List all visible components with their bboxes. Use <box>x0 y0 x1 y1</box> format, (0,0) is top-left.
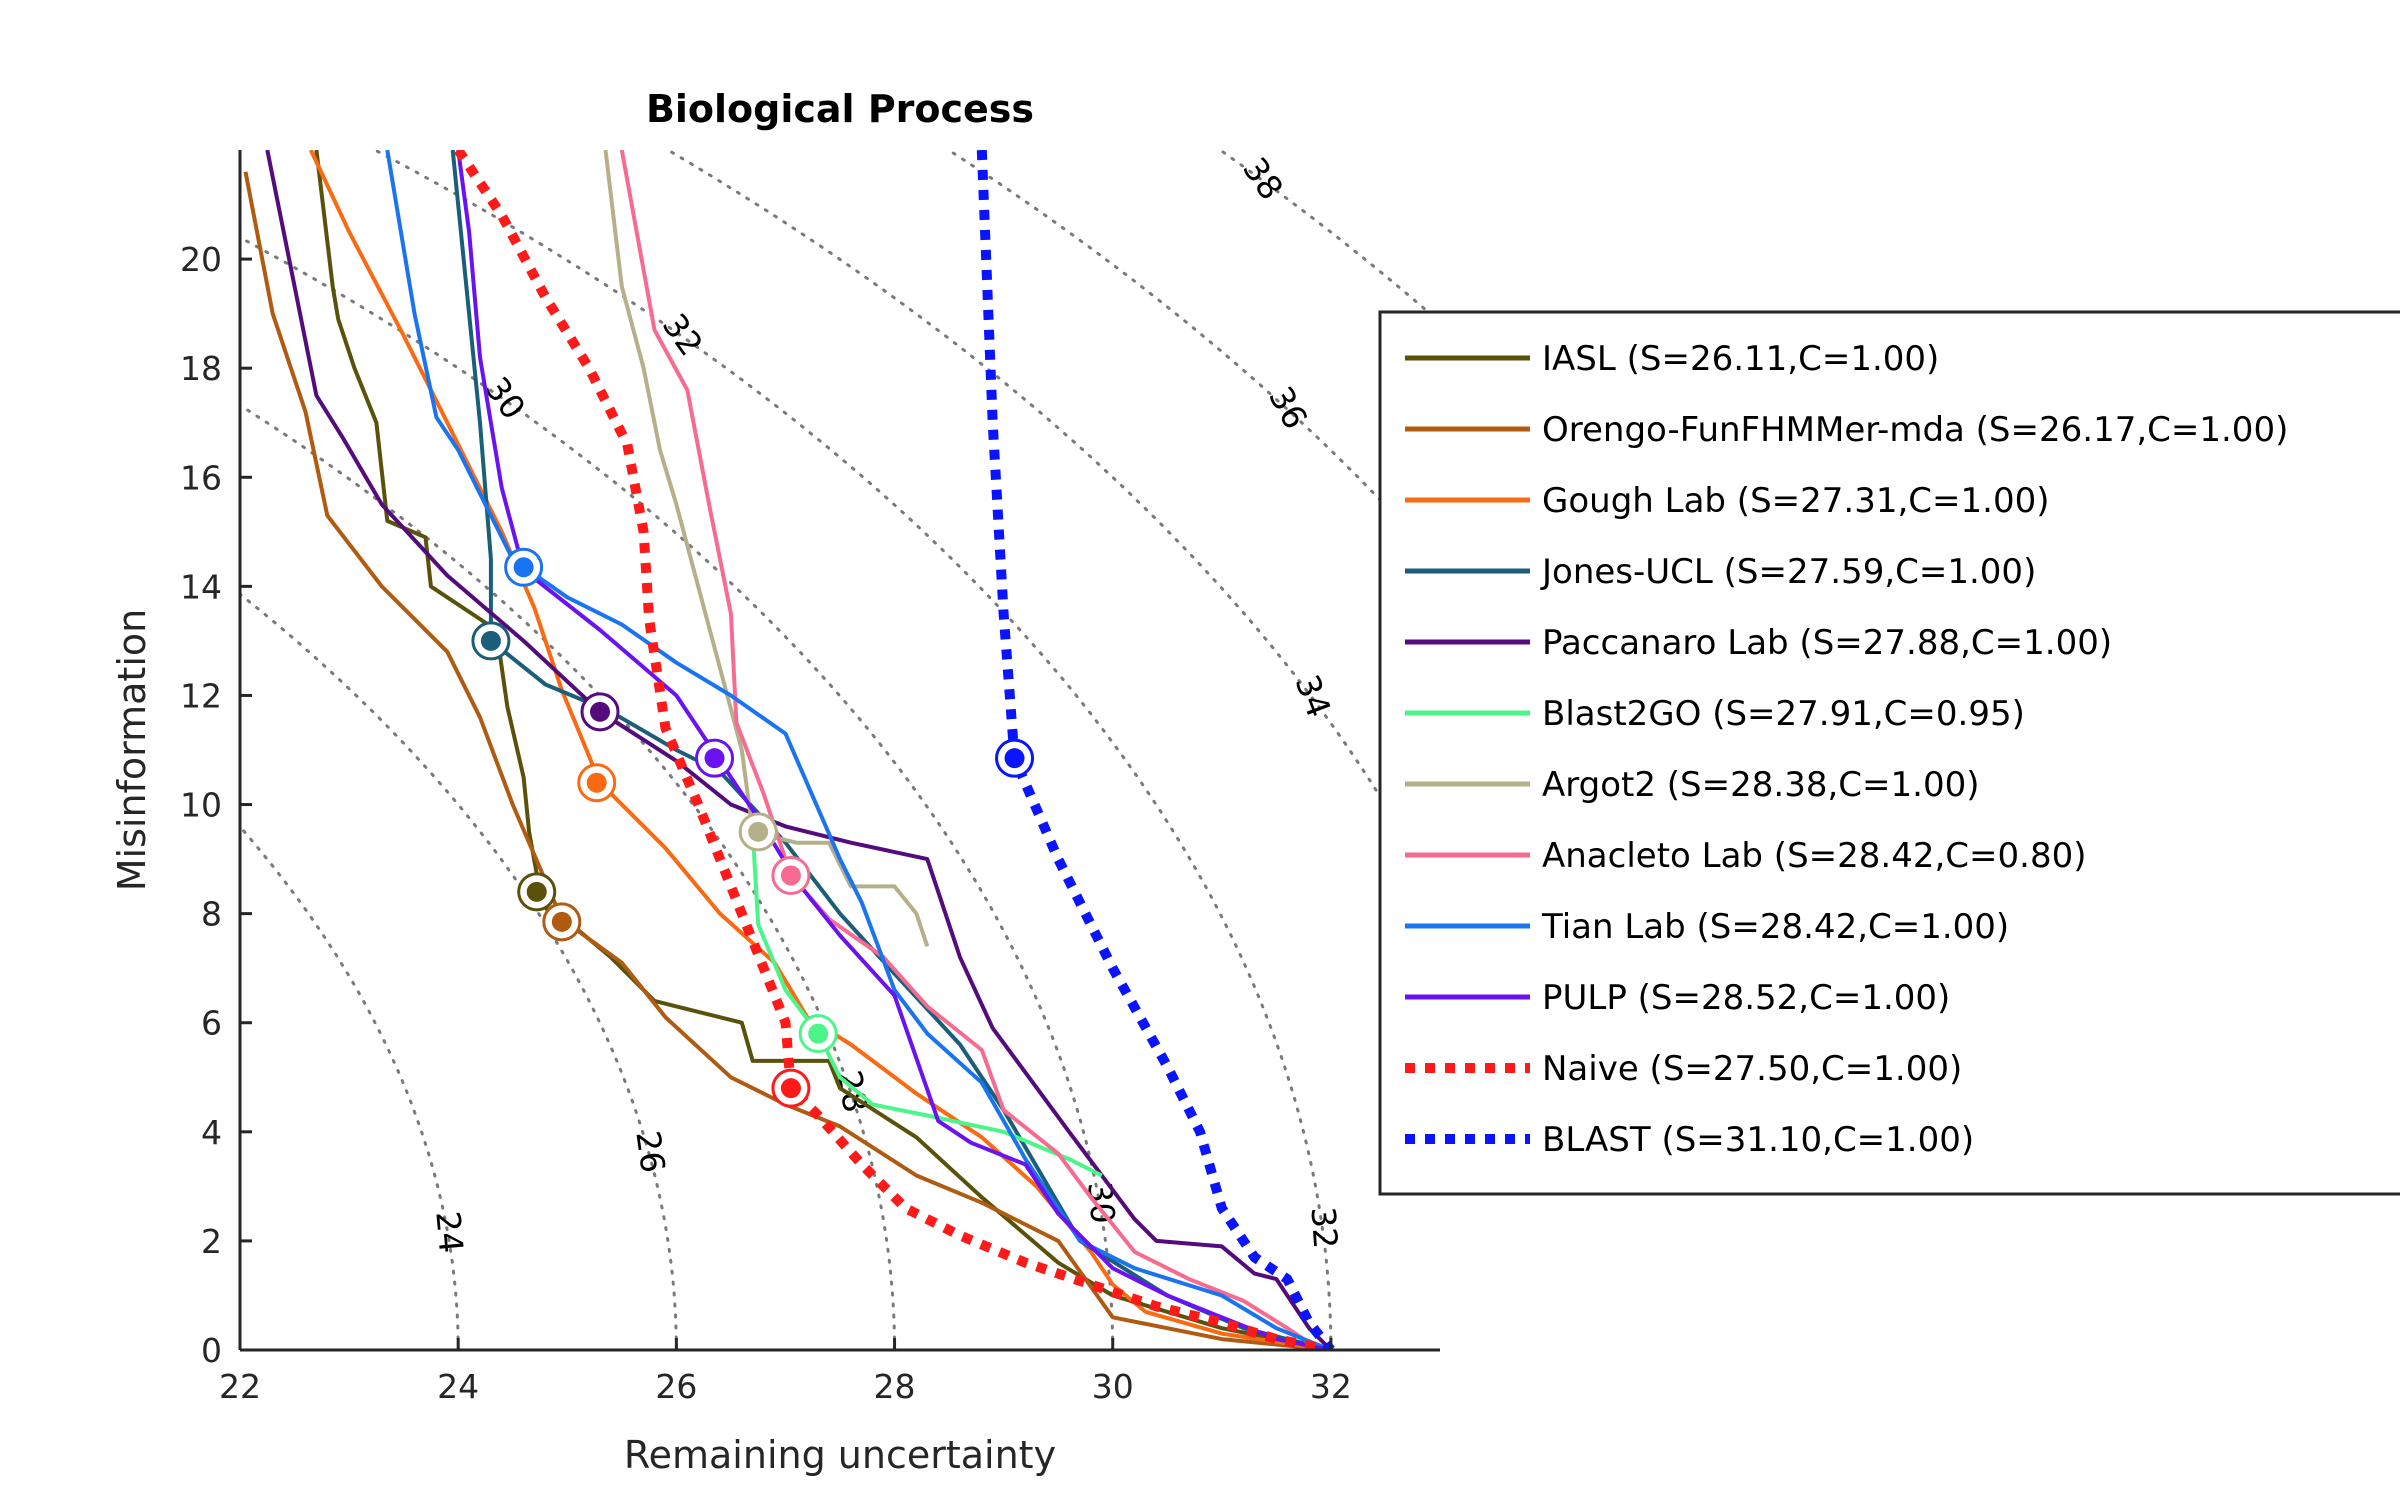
series-line-4 <box>265 150 1333 1350</box>
contour-label-32-upper: 32 <box>655 306 711 363</box>
y-tick-label-16: 16 <box>180 458 222 497</box>
series-marker-8 <box>513 557 534 578</box>
series-line-8 <box>385 150 1332 1350</box>
series-line-6 <box>603 150 930 948</box>
legend: IASL (S=26.11,C=1.00) Orengo-FunFHMMer-md… <box>1378 310 2400 1196</box>
series-marker-3 <box>480 630 501 651</box>
legend-box <box>1378 310 2400 1196</box>
series-marker-11 <box>1004 748 1025 769</box>
y-axis-label: Misinformation <box>110 609 154 891</box>
y-tick-label-18: 18 <box>180 349 222 388</box>
series-line-7 <box>619 150 1322 1350</box>
series-marker-6 <box>748 821 769 842</box>
y-tick-label-8: 8 <box>201 895 222 934</box>
series-line-10 <box>454 150 1332 1350</box>
x-tick-label-28: 28 <box>874 1367 916 1406</box>
y-tick-label-14: 14 <box>180 567 222 606</box>
legend-label-3: Jones-UCL (S=27.59,C=1.00) <box>1540 552 2036 592</box>
contour-24 <box>240 824 460 1350</box>
series-layer <box>243 150 1335 1350</box>
series-line-2 <box>309 150 1332 1350</box>
contour-label-26: 26 <box>628 1128 672 1175</box>
y-tick-label-10: 10 <box>180 786 222 825</box>
marker-layer <box>471 547 1035 1108</box>
x-tick-label-30: 30 <box>1092 1367 1134 1406</box>
series-marker-7 <box>780 865 801 886</box>
legend-label-8: Tian Lab (S=28.42,C=1.00) <box>1541 907 2009 947</box>
legend-label-9: PULP (S=28.52,C=1.00) <box>1542 978 1950 1018</box>
series-marker-5 <box>808 1023 829 1044</box>
y-tick-label-4: 4 <box>201 1113 222 1152</box>
contour-32 <box>371 150 1333 1350</box>
series-line-5 <box>750 831 1103 1178</box>
x-tick-label-32: 32 <box>1310 1367 1352 1406</box>
contour-label-36-upper: 36 <box>1261 380 1315 436</box>
series-marker-1 <box>551 911 572 932</box>
legend-label-6: Argot2 (S=28.38,C=1.00) <box>1542 765 1979 805</box>
legend-label-0: IASL (S=26.11,C=1.00) <box>1542 339 1939 379</box>
legend-label-2: Gough Lab (S=27.31,C=1.00) <box>1542 481 2049 521</box>
contour-label-24: 24 <box>428 1209 471 1254</box>
series-line-9 <box>456 150 1332 1350</box>
series-marker-4 <box>590 701 610 722</box>
y-tick-label-2: 2 <box>201 1222 222 1261</box>
contour-26 <box>240 592 678 1350</box>
legend-label-4: Paccanaro Lab (S=27.88,C=1.00) <box>1542 623 2112 663</box>
x-tick-label-22: 22 <box>219 1367 261 1406</box>
series-line-1 <box>243 171 1332 1350</box>
x-tick-label-24: 24 <box>437 1367 479 1406</box>
contour-label-34-upper: 34 <box>1288 669 1339 722</box>
legend-label-7: Anacleto Lab (S=28.42,C=0.80) <box>1542 836 2086 876</box>
contour-label-38-upper: 38 <box>1235 150 1291 207</box>
x-axis-label: Remaining uncertainty <box>624 1433 1056 1477</box>
contour-label-30: 30 <box>1080 1180 1123 1225</box>
legend-label-5: Blast2GO (S=27.91,C=0.95) <box>1542 694 2025 734</box>
series-marker-2 <box>586 772 607 793</box>
x-tick-label-26: 26 <box>655 1367 697 1406</box>
legend-label-1: Orengo-FunFHMMer-mda (S=26.17,C=1.00) <box>1542 410 2288 450</box>
y-tick-label-20: 20 <box>180 240 222 279</box>
contour-layer <box>240 150 1440 1350</box>
contour-label-32: 32 <box>1303 1205 1345 1250</box>
series-marker-10 <box>780 1078 801 1099</box>
legend-label-11: BLAST (S=31.10,C=1.00) <box>1542 1120 1974 1160</box>
series-marker-9 <box>704 748 725 769</box>
series-line-11 <box>976 150 1335 1350</box>
y-tick-label-12: 12 <box>180 676 222 715</box>
series-line-0 <box>314 150 1332 1350</box>
y-tick-label-6: 6 <box>201 1004 222 1043</box>
chart-title: Biological Process <box>646 87 1034 131</box>
legend-label-10: Naive (S=27.50,C=1.00) <box>1542 1049 1962 1089</box>
series-marker-0 <box>526 881 547 902</box>
contour-30 <box>240 235 1115 1350</box>
y-tick-label-0: 0 <box>201 1331 222 1370</box>
